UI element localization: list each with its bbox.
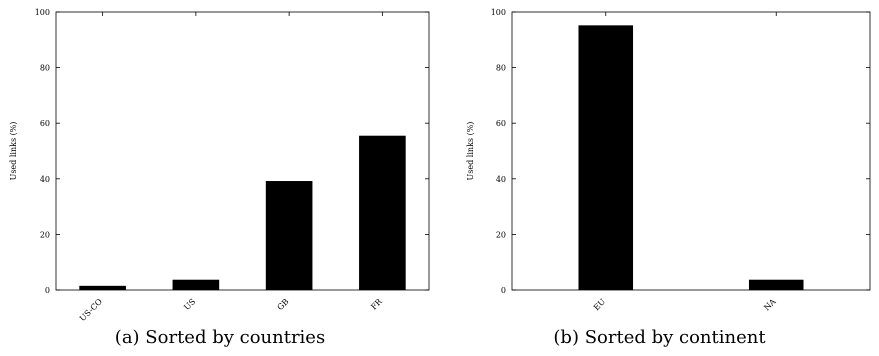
y-tick-label: 0 xyxy=(501,286,506,295)
x-tick-label: FR xyxy=(369,296,384,311)
y-axis-label: Used links (%) xyxy=(9,122,18,181)
x-tick-label: US-CO xyxy=(78,297,104,323)
y-tick-label: 40 xyxy=(496,175,506,184)
x-tick-label: GB xyxy=(275,297,290,312)
bar-fr xyxy=(359,135,406,290)
bar-na xyxy=(748,279,804,290)
y-tick-label: 60 xyxy=(496,119,506,128)
y-axis-label: Used links (%) xyxy=(466,122,475,181)
y-tick-label: 80 xyxy=(40,64,50,73)
bar-gb xyxy=(265,181,313,290)
y-tick-label: 100 xyxy=(491,8,506,17)
x-tick-label: US xyxy=(182,297,197,312)
bar-chart-countries: 0 20 40 60 80 100 Used links (%) US-CO US GB FR xyxy=(9,8,430,323)
plot-frame xyxy=(55,11,430,291)
bar-eu xyxy=(578,25,634,291)
y-tick-label: 100 xyxy=(35,8,50,17)
x-tick-label: NA xyxy=(762,297,778,313)
y-tick-label: 20 xyxy=(496,230,506,239)
y-tick-label: 20 xyxy=(40,230,50,239)
x-tick-label: EU xyxy=(592,297,607,312)
chart-caption: (a) Sorted by countries xyxy=(114,327,326,348)
bar-us xyxy=(172,279,220,290)
y-tick-label: 60 xyxy=(40,119,50,128)
bar-chart-continent: 0 20 40 60 80 100 Used links (%) EU NA xyxy=(466,8,871,313)
chart-caption: (b) Sorted by continent xyxy=(553,327,766,348)
y-tick-label: 0 xyxy=(45,286,50,295)
y-tick-label: 80 xyxy=(496,64,506,73)
chart-panel-countries: 0 20 40 60 80 100 Used links (%) US-CO US GB FR (a… xyxy=(9,8,430,348)
chart-panel-continent: 0 20 40 60 80 100 Used links (%) EU NA (b) Sorte… xyxy=(440,0,879,356)
y-tick-label: 40 xyxy=(40,175,50,184)
plot-frame xyxy=(511,11,871,291)
